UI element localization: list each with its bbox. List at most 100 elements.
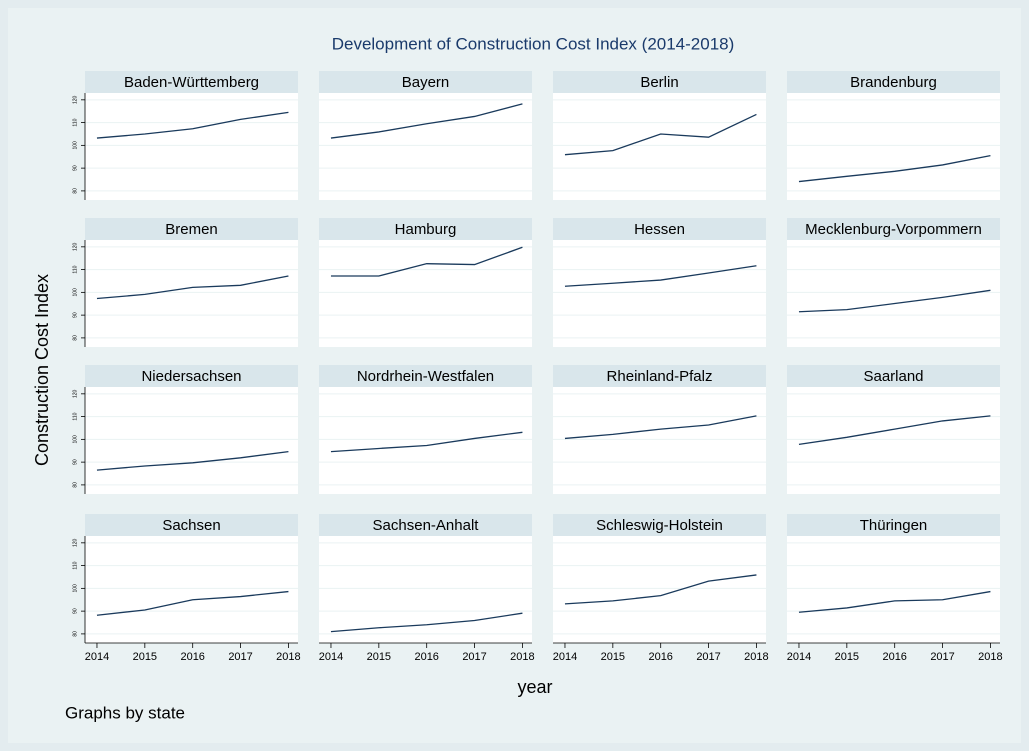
panel-strip	[787, 365, 1000, 387]
x-tick-label: 2017	[228, 651, 252, 663]
panel-title: Baden-Württemberg	[124, 74, 259, 91]
data-line	[798, 590, 991, 613]
panel-strip	[85, 514, 298, 536]
x-tick-label: 2016	[414, 651, 438, 663]
data-line	[564, 415, 757, 440]
panel-plot	[85, 536, 298, 643]
panel-title: Schleswig-Holstein	[596, 517, 723, 534]
x-tick-label: 2017	[930, 651, 954, 663]
y-tick-label: 110	[72, 561, 78, 569]
panel-plot	[787, 93, 1000, 200]
x-tick-label: 2015	[835, 651, 859, 663]
x-tick-label: 2018	[978, 651, 1002, 663]
panel-title: Bremen	[165, 221, 218, 238]
y-tick-label: 90	[72, 312, 78, 318]
y-tick-label: 80	[72, 335, 78, 341]
panel-plot	[319, 240, 532, 347]
panel-title: Mecklenburg-Vorpommern	[805, 221, 982, 238]
panel-strip	[553, 365, 766, 387]
x-tick-label: 2014	[553, 651, 577, 663]
panel-strip	[319, 365, 532, 387]
data-line	[330, 103, 523, 139]
panel-plot	[787, 387, 1000, 494]
y-tick-label: 80	[72, 482, 78, 488]
panel-title: Hamburg	[395, 221, 457, 238]
data-line	[798, 154, 991, 183]
x-tick-label: 2015	[133, 651, 157, 663]
panel-plot	[553, 240, 766, 347]
data-line	[564, 265, 757, 287]
data-line	[798, 289, 991, 313]
data-line	[564, 574, 757, 605]
panel-strip	[553, 218, 766, 240]
panel-strip	[553, 71, 766, 93]
y-tick-label: 90	[72, 165, 78, 171]
data-line	[330, 612, 523, 633]
panel-title: Hessen	[634, 221, 685, 238]
panel-title: Saarland	[863, 368, 923, 385]
panel-plot	[85, 240, 298, 347]
y-tick-label: 100	[72, 288, 78, 297]
y-tick-label: 110	[72, 118, 78, 126]
panel-plot	[319, 387, 532, 494]
panel-title: Niedersachsen	[141, 368, 241, 385]
data-line	[798, 415, 991, 446]
panel-strip	[319, 514, 532, 536]
x-tick-label: 2018	[276, 651, 300, 663]
panel-strip	[319, 71, 532, 93]
y-tick-label: 120	[72, 389, 78, 398]
panel-plot	[319, 536, 532, 643]
data-line	[96, 111, 289, 139]
data-line	[96, 590, 289, 616]
panel-plot	[85, 93, 298, 200]
panel-title: Thüringen	[860, 517, 928, 534]
x-tick-label: 2016	[648, 651, 672, 663]
panel-strip	[553, 514, 766, 536]
x-tick-label: 2014	[319, 651, 343, 663]
panel-strip	[85, 71, 298, 93]
chart-title: Development of Construction Cost Index (…	[332, 34, 735, 53]
panel-strip	[319, 218, 532, 240]
x-tick-label: 2016	[180, 651, 204, 663]
panel-plot	[787, 536, 1000, 643]
y-tick-label: 110	[72, 265, 78, 273]
y-tick-label: 80	[72, 631, 78, 637]
data-line	[330, 246, 523, 277]
panel-strip	[85, 365, 298, 387]
x-tick-label: 2014	[787, 651, 811, 663]
x-axis-label: year	[517, 677, 552, 697]
y-tick-label: 120	[72, 242, 78, 251]
panel-title: Nordrhein-Westfalen	[357, 368, 494, 385]
x-tick-label: 2018	[510, 651, 534, 663]
x-tick-label: 2018	[744, 651, 768, 663]
panel-plot	[553, 387, 766, 494]
panel-title: Berlin	[640, 74, 678, 91]
x-tick-label: 2017	[696, 651, 720, 663]
y-axis-label: Construction Cost Index	[32, 274, 52, 466]
panel-strip	[787, 71, 1000, 93]
panel-title: Sachsen-Anhalt	[373, 517, 480, 534]
panel-plot	[553, 536, 766, 643]
panel-plot	[553, 93, 766, 200]
y-tick-label: 110	[72, 412, 78, 420]
panel-strip	[787, 514, 1000, 536]
y-tick-label: 90	[72, 459, 78, 465]
x-tick-label: 2017	[462, 651, 486, 663]
panel-title: Sachsen	[162, 517, 220, 534]
x-tick-label: 2015	[367, 651, 391, 663]
data-line	[330, 431, 523, 453]
y-tick-label: 100	[72, 584, 78, 593]
panel-plot	[319, 93, 532, 200]
x-tick-label: 2015	[601, 651, 625, 663]
data-line	[96, 275, 289, 300]
note: Graphs by state	[65, 703, 185, 722]
panel-plot	[85, 387, 298, 494]
y-tick-label: 90	[72, 608, 78, 614]
x-tick-label: 2014	[85, 651, 109, 663]
y-tick-label: 120	[72, 95, 78, 104]
data-line	[96, 451, 289, 471]
y-tick-label: 100	[72, 141, 78, 150]
panel-strip	[787, 218, 1000, 240]
